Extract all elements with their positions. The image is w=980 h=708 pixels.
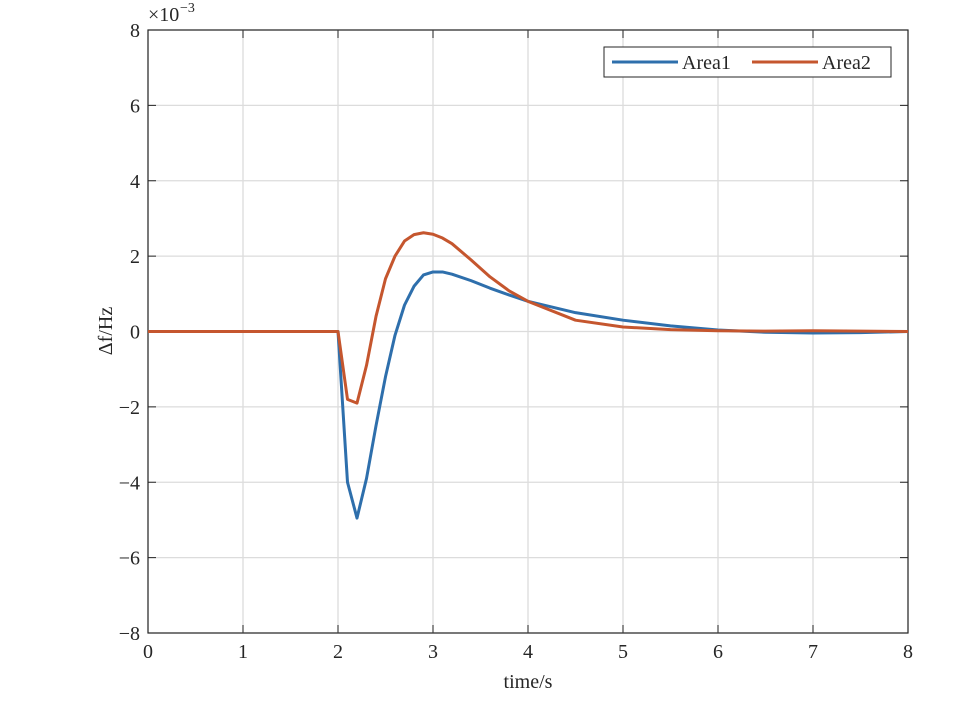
legend-label: Area2 [822,52,871,74]
line [148,231,909,405]
x-tick-label: 3 [428,641,438,663]
y-tick-label: 6 [130,95,140,117]
x-axis-label: time/s [504,671,553,693]
x-tick-label: 7 [808,641,818,663]
y-multiplier-exponent: −3 [180,1,195,16]
x-tick-label: 1 [238,641,248,663]
x-tick-label: 4 [523,641,533,663]
y-axis-label: Δf/Hz [95,307,117,356]
y-tick-label: −2 [119,397,140,419]
y-tick-label: −4 [119,472,140,494]
x-tick-label: 6 [713,641,723,663]
x-tick-label: 5 [618,641,628,663]
y-tick-label: 4 [130,171,140,193]
y-tick-label: 0 [130,322,140,344]
legend-label: Area1 [682,52,731,74]
x-tick-label: 2 [333,641,343,663]
y-tick-label: −8 [119,623,140,645]
x-tick-label: 0 [143,641,153,663]
y-multiplier: ×10 [148,4,179,26]
y-tick-label: 2 [130,246,140,268]
y-tick-label: −6 [119,548,140,570]
x-tick-label: 8 [903,641,913,663]
y-tick-label: 8 [130,20,140,42]
